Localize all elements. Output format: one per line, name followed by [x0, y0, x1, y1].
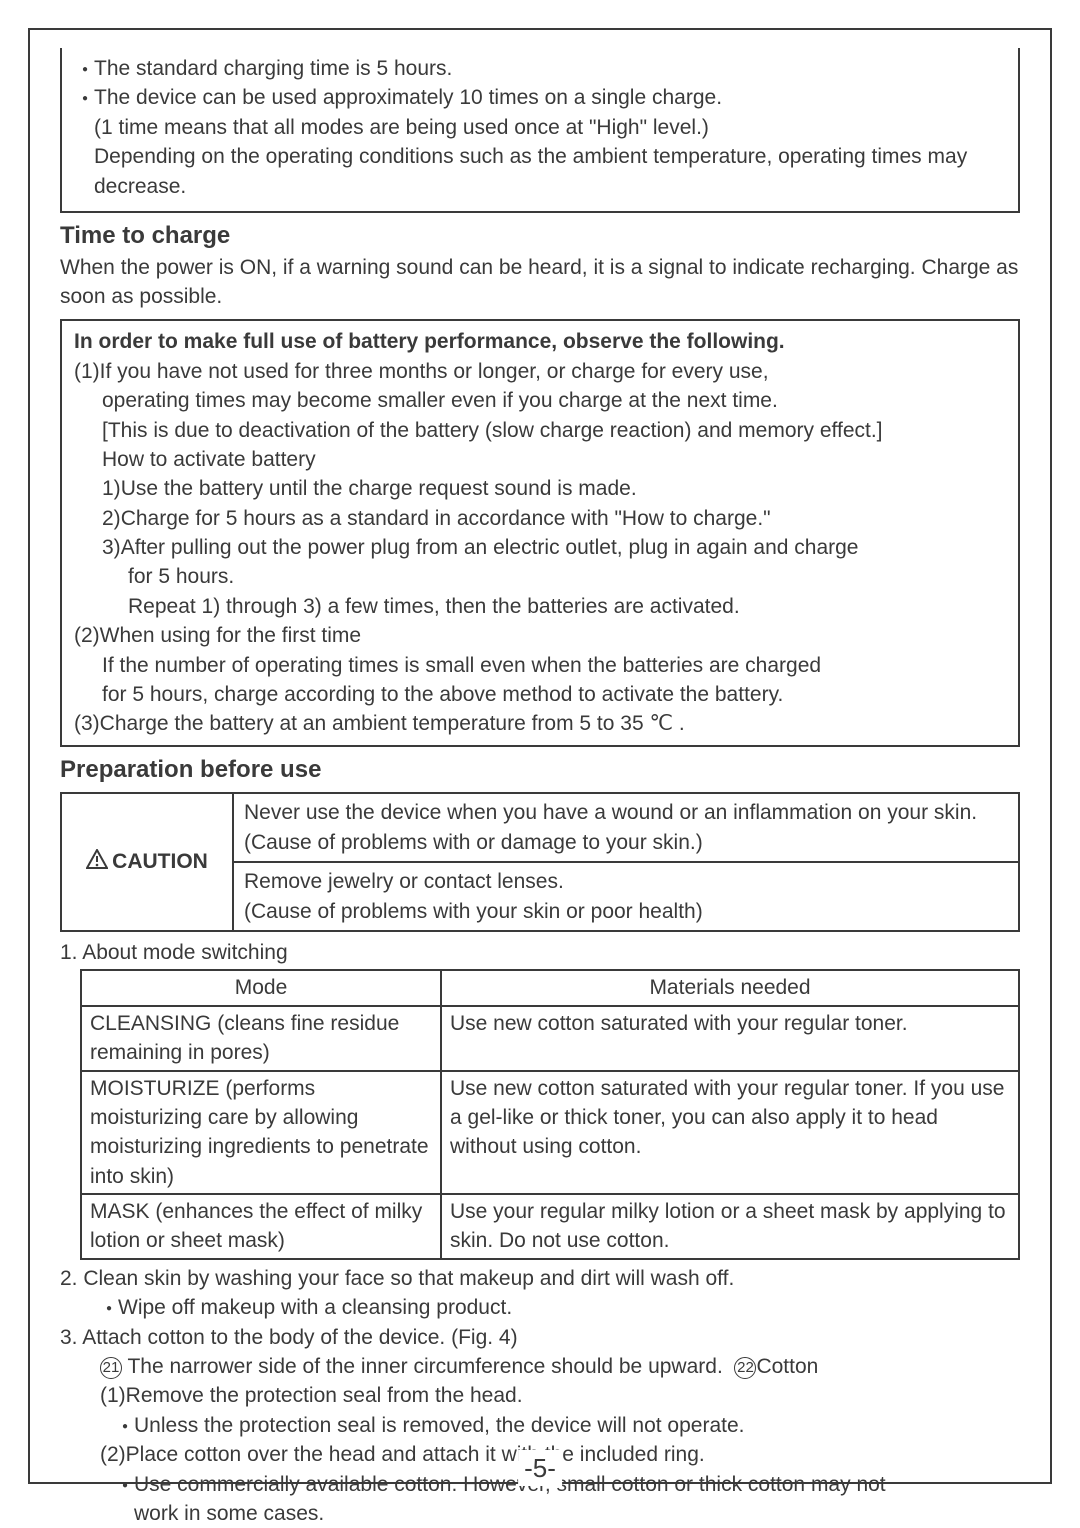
page-number: -5-	[518, 1450, 562, 1486]
warning-icon	[86, 848, 108, 877]
battery-performance-box: In order to make full use of battery per…	[60, 319, 1020, 746]
body-text: If you have not used for three months or…	[100, 357, 769, 386]
table-row: CLEANSING (cleans fine residue remaining…	[81, 1006, 1019, 1071]
caution-text: (Cause of problems with your skin or poo…	[244, 897, 1008, 926]
body-text: for 5 hours.	[74, 562, 1006, 591]
caution-text-cell: Remove jewelry or contact lenses. (Cause…	[233, 862, 1019, 931]
body-text: (1 time means that all modes are being u…	[94, 113, 1004, 142]
body-text-group: Use commercially available cotton. Howev…	[134, 1470, 886, 1528]
table-header: Materials needed	[441, 970, 1019, 1005]
bullet-item: Wipe off makeup with a cleansing product…	[60, 1293, 1020, 1322]
bullet-icon	[116, 1470, 134, 1528]
list-item: (1) If you have not used for three month…	[74, 357, 1006, 386]
table-cell: MOISTURIZE (performs moisturizing care b…	[81, 1071, 441, 1195]
item-number: (3)	[74, 709, 100, 738]
table-header: Mode	[81, 970, 441, 1005]
item-number: (2)	[74, 621, 100, 650]
body-text: When the power is ON, if a warning sound…	[60, 253, 1020, 312]
step-heading: 2. Clean skin by washing your face so th…	[60, 1264, 1020, 1293]
item-number: (1)	[74, 357, 100, 386]
mode-table: Mode Materials needed CLEANSING (cleans …	[80, 969, 1020, 1260]
list-item: (3) Charge the battery at an ambient tem…	[74, 709, 1006, 738]
page-frame: The standard charging time is 5 hours. T…	[28, 28, 1052, 1484]
box-heading: In order to make full use of battery per…	[74, 327, 1006, 356]
body-text: If the number of operating times is smal…	[74, 651, 1006, 680]
body-text: Unless the protection seal is removed, t…	[134, 1411, 745, 1440]
table-cell: Use new cotton saturated with your regul…	[441, 1071, 1019, 1195]
body-text: The narrower side of the inner circumfer…	[127, 1355, 722, 1378]
bullet-item: Unless the protection seal is removed, t…	[60, 1411, 1020, 1440]
table-row: MASK (enhances the effect of milky lotio…	[81, 1194, 1019, 1259]
table-cell: CLEANSING (cleans fine residue remaining…	[81, 1006, 441, 1071]
body-text: Use commercially available cotton. Howev…	[134, 1470, 886, 1499]
body-text-group: The device can be used approximately 10 …	[94, 83, 1004, 201]
bullet-icon	[76, 83, 94, 201]
body-text: Repeat 1) through 3) a few times, then t…	[74, 592, 1006, 621]
table-cell: Use your regular milky lotion or a sheet…	[441, 1194, 1019, 1259]
body-text: Depending on the operating conditions su…	[94, 142, 1004, 201]
item-number: 1)	[102, 474, 121, 503]
body-text: When using for the first time	[100, 621, 361, 650]
body-text: After pulling out the power plug from an…	[121, 533, 859, 562]
section-title-time-to-charge: Time to charge	[60, 219, 1020, 253]
body-text: Use the battery until the charge request…	[121, 474, 637, 503]
bullet-icon	[100, 1293, 118, 1322]
list-item: 2) Charge for 5 hours as a standard in a…	[74, 504, 1006, 533]
body-text: 21 The narrower side of the inner circum…	[60, 1352, 1020, 1381]
item-number: 3)	[102, 533, 121, 562]
body-text: for 5 hours, charge according to the abo…	[74, 680, 1006, 709]
bullet-icon	[76, 54, 94, 83]
step-heading: 3. Attach cotton to the body of the devi…	[60, 1323, 1020, 1352]
step-heading: 1. About mode switching	[60, 938, 1020, 967]
list-item: (2) When using for the first time	[74, 621, 1006, 650]
bullet-item: The standard charging time is 5 hours.	[76, 54, 1004, 83]
body-text: operating times may become smaller even …	[74, 386, 1006, 415]
circled-number-icon: 22	[734, 1357, 756, 1379]
body-text: work in some cases.	[134, 1499, 886, 1528]
caution-label-cell: CAUTION	[61, 793, 233, 931]
caution-text: Never use the device when you have a wou…	[233, 793, 1019, 862]
body-text: (1)Remove the protection seal from the h…	[60, 1381, 1020, 1410]
charging-info-box: The standard charging time is 5 hours. T…	[60, 48, 1020, 213]
body-text: Wipe off makeup with a cleansing product…	[118, 1293, 512, 1322]
caution-text: Remove jewelry or contact lenses.	[244, 867, 1008, 896]
list-item: 1) Use the battery until the charge requ…	[74, 474, 1006, 503]
body-text: Charge for 5 hours as a standard in acco…	[121, 504, 771, 533]
body-text: Charge the battery at an ambient tempera…	[100, 709, 685, 738]
table-cell: MASK (enhances the effect of milky lotio…	[81, 1194, 441, 1259]
bullet-item: The device can be used approximately 10 …	[76, 83, 1004, 201]
caution-label: CAUTION	[112, 850, 208, 873]
body-text: [This is due to deactivation of the batt…	[74, 416, 1006, 445]
item-number: 2)	[102, 504, 121, 533]
section-title-preparation: Preparation before use	[60, 753, 1020, 787]
body-text: The standard charging time is 5 hours.	[94, 54, 452, 83]
caution-table: CAUTION Never use the device when you ha…	[60, 792, 1020, 932]
body-text: The device can be used approximately 10 …	[94, 83, 1004, 112]
list-item: 3) After pulling out the power plug from…	[74, 533, 1006, 562]
circled-number-icon: 21	[100, 1357, 122, 1379]
body-text: How to activate battery	[74, 445, 1006, 474]
table-row: MOISTURIZE (performs moisturizing care b…	[81, 1071, 1019, 1195]
bullet-icon	[116, 1411, 134, 1440]
table-cell: Use new cotton saturated with your regul…	[441, 1006, 1019, 1071]
body-text: Cotton	[756, 1355, 818, 1378]
